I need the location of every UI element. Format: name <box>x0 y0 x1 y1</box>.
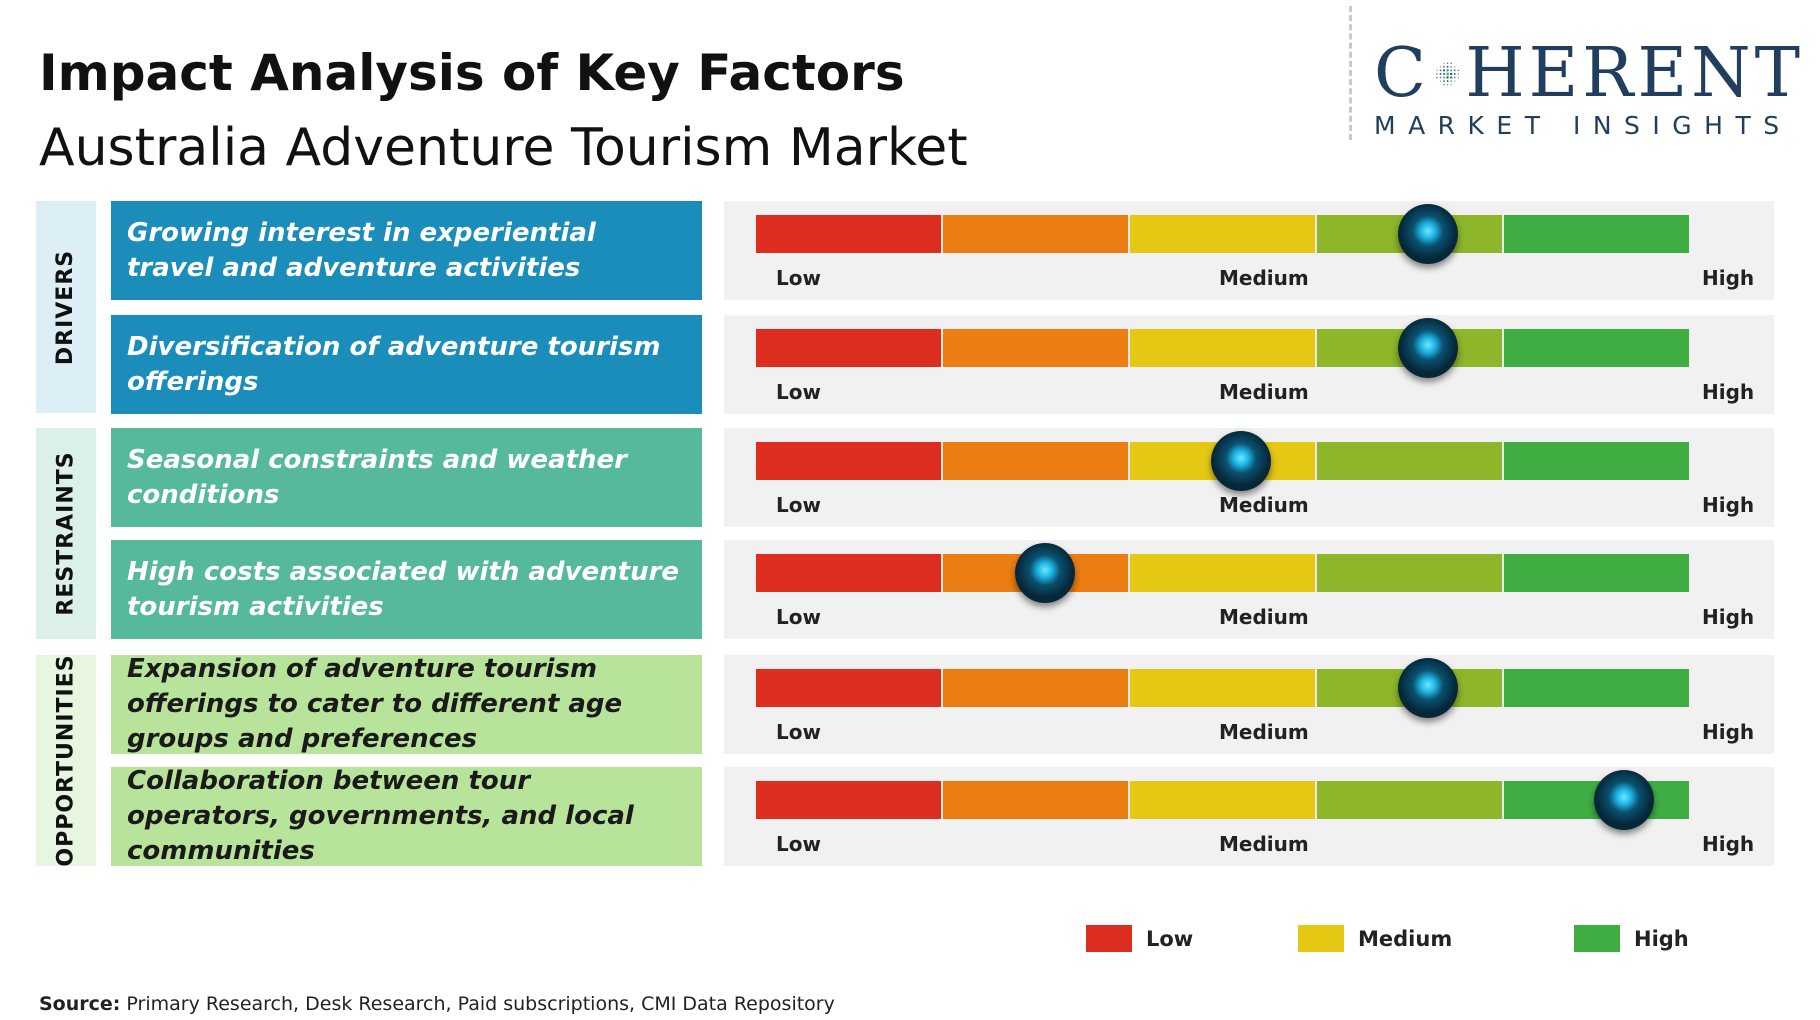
scale-label-high: High <box>1702 832 1755 856</box>
group-label-drivers: DRIVERS <box>53 249 79 365</box>
logo-text-right: HERENT <box>1465 34 1804 113</box>
impact-scale-row: Low Medium High <box>724 428 1774 527</box>
factor-label: Collaboration between tour operators, go… <box>111 766 702 866</box>
scale-label-low: Low <box>776 380 821 404</box>
scale-segment-5 <box>1502 669 1689 707</box>
legend-high: High <box>1574 925 1689 952</box>
scale-segment-3 <box>1128 781 1315 819</box>
scale-segment-1 <box>756 669 941 707</box>
factor-label: Growing interest in experiential travel … <box>111 201 702 300</box>
legend-low: Low <box>1086 925 1193 952</box>
logo-text-left: C <box>1374 34 1431 113</box>
scale-segment-4 <box>1315 442 1502 480</box>
impact-marker <box>1397 204 1458 264</box>
scale-segment-1 <box>756 442 941 480</box>
impact-scale-bar <box>756 554 1689 592</box>
scale-segment-2 <box>941 329 1128 367</box>
group-opportunities: OPPORTUNITIES <box>36 654 96 867</box>
legend-swatch-medium <box>1298 925 1344 952</box>
scale-label-medium: Medium <box>1219 720 1309 744</box>
source-label: Source: <box>39 993 121 1015</box>
scale-label-low: Low <box>776 493 821 517</box>
impact-marker <box>1397 318 1458 378</box>
scale-label-low: Low <box>776 605 821 629</box>
scale-label-low: Low <box>776 720 821 744</box>
source-text: Primary Research, Desk Research, Paid su… <box>120 993 835 1015</box>
impact-marker <box>1015 543 1076 603</box>
factor-label: Diversification of adventure tourism off… <box>111 315 702 414</box>
factor-label: Seasonal constraints and weather conditi… <box>111 428 702 527</box>
scale-segment-1 <box>756 215 941 253</box>
impact-scale-bar <box>756 329 1689 367</box>
page-title: Impact Analysis of Key Factors <box>39 44 905 102</box>
legend-label-low: Low <box>1146 926 1194 951</box>
scale-segment-3 <box>1128 215 1315 253</box>
scale-segment-4 <box>1315 781 1502 819</box>
impact-scale-bar <box>756 781 1689 819</box>
scale-segment-2 <box>941 669 1128 707</box>
impact-scale-row: Low Medium High <box>724 201 1774 300</box>
scale-label-high: High <box>1702 380 1755 404</box>
scale-segment-3 <box>1128 329 1315 367</box>
impact-scale-bar <box>756 215 1689 253</box>
impact-marker <box>1593 770 1654 830</box>
scale-label-medium: Medium <box>1219 493 1309 517</box>
factor-label: Expansion of adventure tourism offerings… <box>111 654 702 754</box>
scale-label-low: Low <box>776 832 821 856</box>
scale-segment-5 <box>1502 442 1689 480</box>
scale-label-medium: Medium <box>1219 832 1309 856</box>
scale-label-high: High <box>1702 720 1755 744</box>
scale-segment-5 <box>1502 329 1689 367</box>
impact-scale-row: Low Medium High <box>724 315 1774 414</box>
legend-medium: Medium <box>1298 925 1452 952</box>
scale-label-high: High <box>1702 605 1755 629</box>
legend-label-high: High <box>1634 926 1689 951</box>
factor-label: High costs associated with adventure tou… <box>111 540 702 639</box>
scale-segment-5 <box>1502 215 1689 253</box>
globe-dots-icon <box>1436 62 1460 85</box>
logo-tagline: MARKET INSIGHTS <box>1374 111 1792 140</box>
impact-scale-row: Low Medium High <box>724 655 1774 754</box>
scale-label-high: High <box>1702 493 1755 517</box>
scale-segment-4 <box>1315 554 1502 592</box>
page-subtitle: Australia Adventure Tourism Market <box>39 118 968 178</box>
legend-label-medium: Medium <box>1358 926 1453 951</box>
scale-segment-5 <box>1502 554 1689 592</box>
impact-marker <box>1397 658 1458 718</box>
scale-segment-3 <box>1128 554 1315 592</box>
impact-scale-row: Low Medium High <box>724 540 1774 639</box>
scale-segment-2 <box>941 215 1128 253</box>
scale-segment-1 <box>756 329 941 367</box>
company-logo: C HERENT MARKET INSIGHTS <box>1374 34 1804 144</box>
scale-label-medium: Medium <box>1219 605 1309 629</box>
scale-segment-2 <box>941 442 1128 480</box>
impact-scale-bar <box>756 669 1689 707</box>
scale-label-low: Low <box>776 266 821 290</box>
group-restraints: RESTRAINTS <box>36 428 96 639</box>
group-drivers: DRIVERS <box>36 201 96 413</box>
scale-segment-2 <box>941 781 1128 819</box>
group-label-opportunities: OPPORTUNITIES <box>53 654 79 867</box>
scale-segment-1 <box>756 554 941 592</box>
scale-label-medium: Medium <box>1219 380 1309 404</box>
source-note: Source: Primary Research, Desk Research,… <box>39 993 835 1015</box>
group-label-restraints: RESTRAINTS <box>53 451 79 616</box>
header-divider <box>1349 6 1352 140</box>
legend-swatch-high <box>1574 925 1620 952</box>
scale-label-medium: Medium <box>1219 266 1309 290</box>
scale-segment-1 <box>756 781 941 819</box>
scale-label-high: High <box>1702 266 1755 290</box>
legend-swatch-low <box>1086 925 1132 952</box>
impact-marker <box>1211 431 1272 491</box>
impact-scale-row: Low Medium High <box>724 767 1774 866</box>
scale-segment-3 <box>1128 669 1315 707</box>
